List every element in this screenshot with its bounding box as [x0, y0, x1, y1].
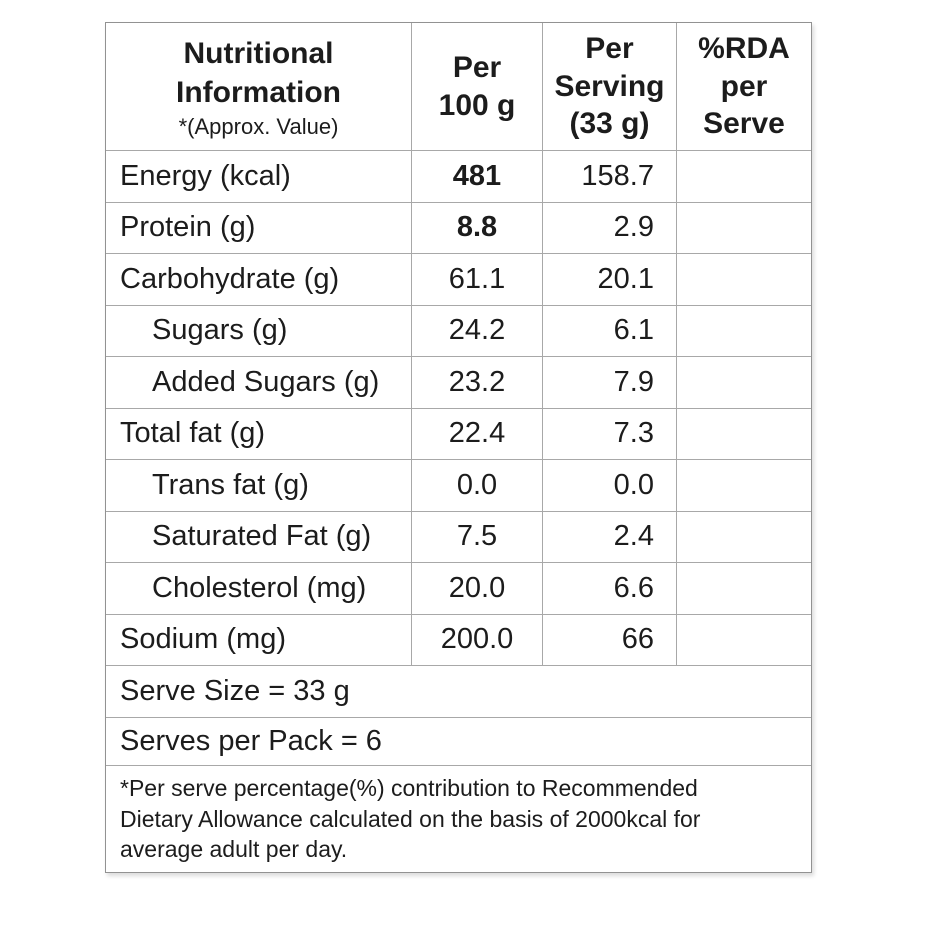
energy-per-serving: 158.7: [543, 151, 677, 203]
row-label-added-sugars: Added Sugars (g): [106, 357, 412, 409]
carbohydrate-rda: [677, 254, 811, 306]
trans-fat-rda: [677, 460, 811, 512]
saturated-fat-per-serving: 2.4: [543, 511, 677, 563]
added-sugars-per-serving: 7.9: [543, 357, 677, 409]
row-label-energy: Energy (kcal): [106, 151, 412, 203]
row-label-trans-fat: Trans fat (g): [106, 460, 412, 512]
added-sugars-per-100g: 23.2: [412, 357, 543, 409]
row-label-sodium: Sodium (mg): [106, 614, 412, 666]
header-rda-per-serve: %RDA per Serve: [677, 23, 811, 151]
protein-rda: [677, 203, 811, 254]
total-fat-per-100g: 22.4: [412, 408, 543, 460]
carbohydrate-per-serving: 20.1: [543, 254, 677, 306]
carbohydrate-per-100g: 61.1: [412, 254, 543, 306]
row-label-total-fat: Total fat (g): [106, 408, 412, 460]
protein-per-serving: 2.9: [543, 202, 677, 254]
serve-size-row: Serve Size = 33 g: [106, 666, 811, 718]
rda-footnote: *Per serve percentage(%) contribution to…: [120, 775, 701, 863]
added-sugars-rda: [677, 357, 811, 409]
header-approx-value-note: *(Approx. Value): [178, 113, 339, 139]
row-label-saturated-fat: Saturated Fat (g): [106, 511, 412, 563]
header-per-100g: Per 100 g: [412, 23, 543, 151]
serves-per-pack-row: Serves per Pack = 6: [106, 718, 811, 766]
row-label-carbohydrate: Carbohydrate (g): [106, 254, 412, 306]
cholesterol-per-serving: 6.6: [543, 563, 677, 615]
sodium-per-100g: 200.0: [412, 614, 543, 666]
sugars-per-serving: 6.1: [543, 305, 677, 357]
total-fat-per-serving: 7.3: [543, 408, 677, 460]
trans-fat-per-serving: 0.0: [543, 460, 677, 512]
total-fat-rda: [677, 409, 811, 460]
sodium-rda: [677, 615, 811, 666]
energy-per-100g: 481: [412, 151, 543, 203]
row-label-cholesterol: Cholesterol (mg): [106, 563, 412, 615]
energy-rda: [677, 151, 811, 203]
sugars-per-100g: 24.2: [412, 305, 543, 357]
row-label-sugars: Sugars (g): [106, 305, 412, 357]
header-per-serving: Per Serving (33 g): [543, 23, 677, 151]
sugars-rda: [677, 306, 811, 357]
saturated-fat-rda: [677, 512, 811, 563]
cholesterol-per-100g: 20.0: [412, 563, 543, 615]
row-label-protein: Protein (g): [106, 202, 412, 254]
trans-fat-per-100g: 0.0: [412, 460, 543, 512]
header-nutritional-information: Nutritional Information *(Approx. Value): [106, 23, 412, 151]
cholesterol-rda: [677, 563, 811, 615]
sodium-per-serving: 66: [543, 614, 677, 666]
saturated-fat-per-100g: 7.5: [412, 511, 543, 563]
protein-per-100g: 8.8: [412, 202, 543, 254]
header-col1-title: Nutritional Information: [176, 36, 341, 109]
nutrition-facts-table: Nutritional Information *(Approx. Value)…: [105, 22, 812, 873]
